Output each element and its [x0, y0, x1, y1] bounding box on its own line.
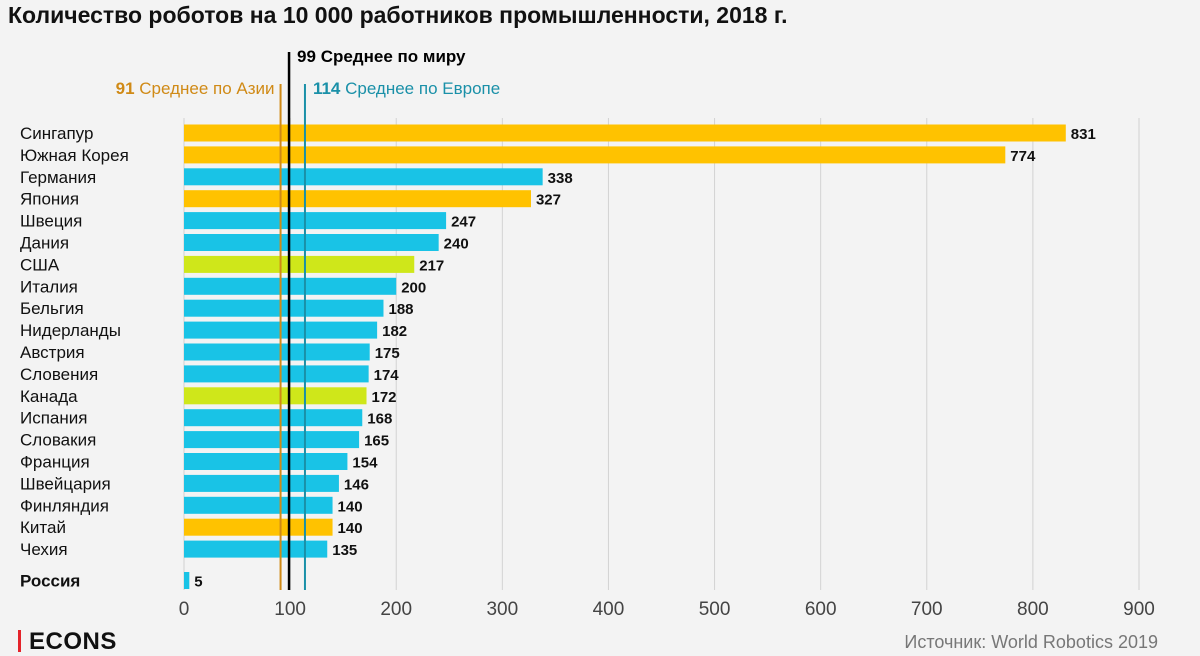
data-label: 165: [364, 433, 389, 450]
category-label: Россия: [20, 572, 80, 591]
x-tick-label: 700: [911, 599, 943, 620]
chart-title: Количество роботов на 10 000 работников …: [8, 2, 788, 28]
data-label: 140: [338, 520, 363, 537]
category-label: Китай: [20, 518, 66, 537]
data-label: 172: [372, 389, 397, 406]
reference-line-label: 99 Среднее по миру: [297, 47, 466, 66]
bar: [184, 255, 415, 273]
bar: [184, 431, 360, 449]
reference-line-label: 91 Среднее по Азии: [116, 79, 275, 98]
x-tick-label: 900: [1123, 599, 1155, 620]
data-label: 200: [401, 279, 426, 296]
x-tick-label: 800: [1017, 599, 1049, 620]
data-label: 188: [388, 301, 413, 318]
category-label: Южная Корея: [20, 146, 129, 165]
category-label: США: [20, 255, 60, 274]
data-label: 154: [352, 455, 378, 472]
data-label: 5: [194, 574, 202, 591]
x-tick-label: 600: [805, 599, 837, 620]
category-label: Нидерланды: [20, 321, 121, 340]
data-label: 247: [451, 214, 476, 231]
category-label: Испания: [20, 409, 87, 428]
reference-text: Среднее по Азии: [139, 79, 274, 98]
x-tick-label: 100: [274, 599, 306, 620]
bar: [184, 387, 367, 405]
x-tick-label: 400: [593, 599, 625, 620]
data-label: 217: [419, 257, 444, 274]
x-tick-label: 500: [699, 599, 731, 620]
category-label: Италия: [20, 277, 78, 296]
bar: [184, 572, 190, 589]
data-label: 327: [536, 192, 561, 209]
x-tick-label: 0: [179, 599, 190, 620]
brand-logo: ECONS: [18, 628, 117, 656]
category-label: Швейцария: [20, 474, 111, 493]
bar: [184, 212, 447, 230]
data-label: 338: [548, 170, 573, 187]
data-label: 831: [1071, 126, 1096, 143]
bar: [184, 190, 531, 208]
data-label: 174: [374, 367, 400, 384]
reference-value: 99: [297, 47, 321, 66]
reference-text: Среднее по Европе: [345, 79, 500, 98]
bar: [184, 124, 1066, 142]
data-label: 135: [332, 542, 357, 559]
data-label: 774: [1010, 148, 1036, 165]
bar: [184, 365, 369, 383]
category-label: Швеция: [20, 212, 82, 231]
data-label: 240: [444, 236, 469, 253]
category-label: Франция: [20, 453, 90, 472]
category-label: Австрия: [20, 343, 85, 362]
reference-line-label: 114 Среднее по Европе: [313, 79, 500, 98]
category-label: Германия: [20, 168, 96, 187]
bar: [184, 168, 543, 186]
category-label: Словения: [20, 365, 98, 384]
category-label: Канада: [20, 387, 78, 406]
bar: [184, 299, 384, 317]
bar: [184, 496, 333, 514]
data-label: 175: [375, 345, 400, 362]
bar: [184, 453, 348, 470]
bar: [184, 474, 339, 492]
bar: [184, 343, 370, 361]
data-label: 140: [338, 498, 363, 515]
category-label: Дания: [20, 234, 69, 253]
bar: [184, 540, 328, 558]
data-label: 146: [344, 476, 369, 493]
bar: [184, 518, 333, 536]
bar: [184, 234, 439, 251]
category-label: Чехия: [20, 540, 68, 559]
x-tick-label: 300: [486, 599, 518, 620]
brand-mark-icon: [18, 630, 21, 652]
category-label: Бельгия: [20, 299, 84, 318]
reference-value: 114: [313, 79, 345, 98]
bar: [184, 146, 1006, 164]
category-label: Сингапур: [20, 124, 93, 143]
bar: [184, 409, 363, 427]
category-label: Финляндия: [20, 496, 109, 515]
data-label: 182: [382, 323, 407, 340]
reference-value: 91: [116, 79, 140, 98]
data-label: 168: [367, 411, 392, 428]
category-label: Словакия: [20, 431, 96, 450]
source-note: Источник: World Robotics 2019: [904, 632, 1158, 652]
x-tick-label: 200: [380, 599, 412, 620]
category-label: Япония: [20, 190, 79, 209]
reference-text: Среднее по миру: [321, 47, 466, 66]
brand-name: ECONS: [29, 628, 117, 655]
